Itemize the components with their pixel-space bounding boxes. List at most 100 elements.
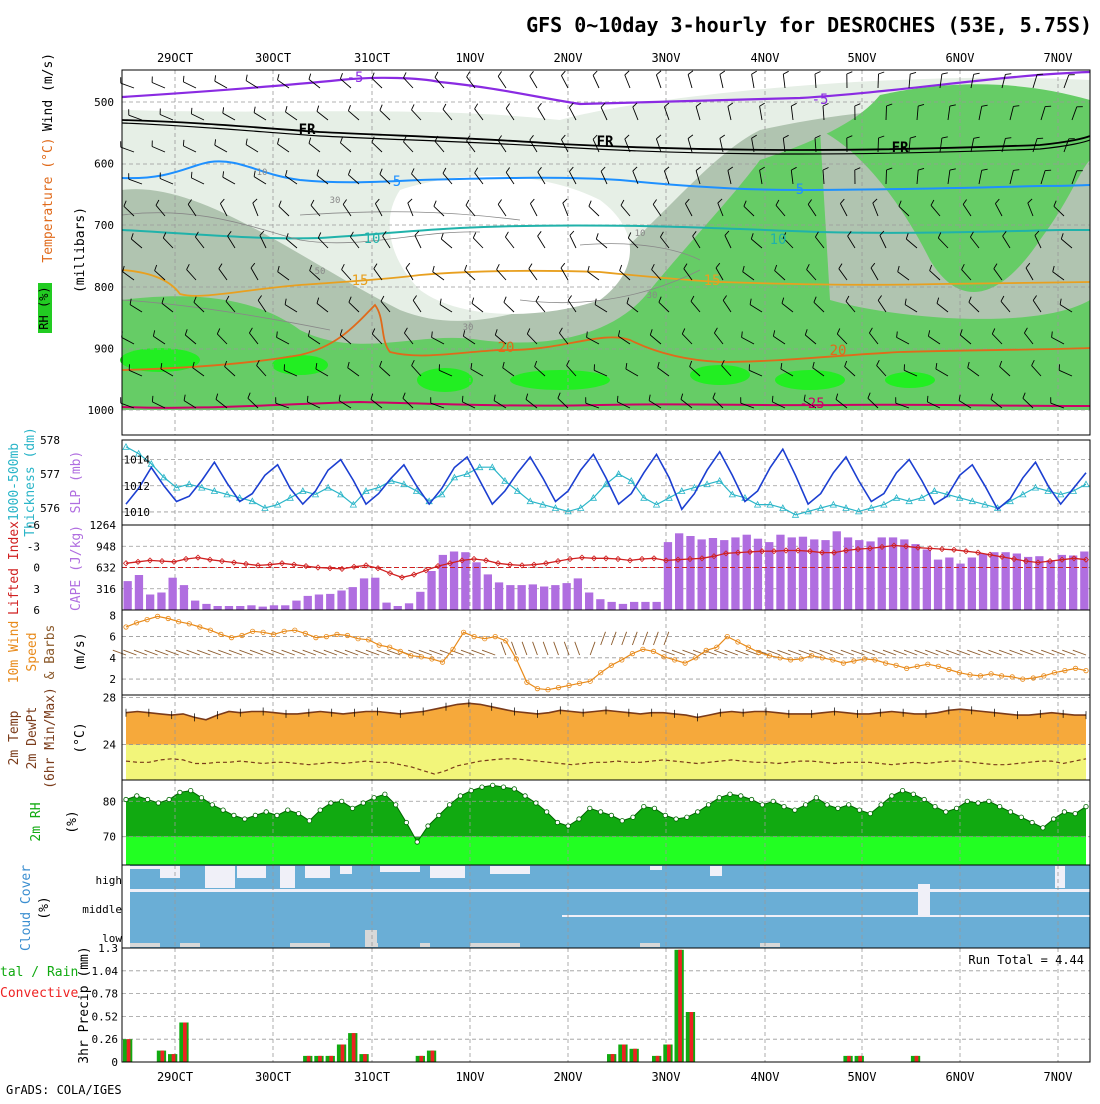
- thickness-axis-label: 1000-500mb: [7, 443, 22, 521]
- cape-bar: [585, 593, 593, 611]
- wind-tick-label: 6: [109, 631, 116, 644]
- rh-point: [437, 813, 441, 817]
- wind-axis-label: Speed: [25, 632, 40, 671]
- pressure-tick-label: 1000: [88, 404, 115, 417]
- rh-point: [749, 797, 753, 801]
- rh-point: [598, 810, 602, 814]
- temperature-tick-label: 28: [103, 691, 116, 704]
- rh-point: [825, 803, 829, 807]
- surface-wind-barb: [461, 650, 474, 655]
- top-time-label: 2NOV: [554, 51, 583, 65]
- rh-point: [879, 803, 883, 807]
- footer-credit: GrADS: COLA/IGES: [6, 1083, 122, 1097]
- convective-precip-bar: [307, 1056, 311, 1062]
- contour-label: 10: [770, 232, 787, 248]
- surface-wind-barb: [166, 650, 179, 655]
- cape-bar: [214, 606, 222, 610]
- surface-wind-barb: [366, 650, 379, 655]
- surface-wind-barb: [683, 650, 696, 655]
- surface-wind-barb: [218, 650, 231, 655]
- cape-bar: [608, 602, 616, 610]
- wind-barb-feather: [307, 396, 308, 402]
- cape-bar: [382, 603, 390, 610]
- rh-point: [458, 794, 462, 798]
- wind-tick-label: 2: [109, 673, 116, 686]
- top-time-label: 5NOV: [848, 51, 877, 65]
- cape-bar: [360, 578, 368, 610]
- surface-wind-barb: [482, 650, 495, 655]
- temperature-axis-label: 2m Temp: [7, 710, 22, 765]
- wind-barb: [886, 170, 887, 184]
- top-time-label: 6NOV: [946, 51, 975, 65]
- rh-point: [512, 787, 516, 791]
- pressure-tick-label: 600: [94, 158, 114, 171]
- rh-point: [178, 790, 182, 794]
- cape-bar: [1002, 552, 1010, 610]
- rh-point: [156, 801, 160, 805]
- cape-bar: [1069, 556, 1077, 611]
- cape-bar: [439, 555, 447, 610]
- convective-precip-bar: [127, 1039, 131, 1062]
- surface-wind-barb: [345, 650, 358, 655]
- high-cloud-gap: [380, 866, 420, 872]
- rh-axis-label: 2m RH: [29, 802, 44, 841]
- rh-point: [793, 808, 797, 812]
- surface-wind-barb: [543, 642, 548, 655]
- pressure-tick-label: 800: [94, 281, 114, 294]
- cape-bar: [900, 539, 908, 610]
- rh-tick-label: 70: [103, 831, 116, 844]
- panel-frame: [122, 948, 1090, 1062]
- rh-point: [1019, 815, 1023, 819]
- surface-wind-barb: [533, 642, 538, 655]
- high-cloud-gap: [205, 866, 235, 888]
- wind-barb-feather: [152, 396, 153, 402]
- surface-wind-barb: [429, 650, 442, 655]
- rh-point: [760, 803, 764, 807]
- cape-bar: [146, 595, 154, 611]
- rh-point: [372, 796, 376, 800]
- rh-point: [868, 811, 872, 815]
- surface-wind-barb: [611, 632, 616, 645]
- rh-point: [900, 788, 904, 792]
- cape-bar: [506, 585, 514, 610]
- li-tick-label: -3: [27, 540, 40, 553]
- cape-bar: [349, 587, 357, 610]
- cape-bar: [394, 606, 402, 610]
- rh-point: [782, 804, 786, 808]
- surface-wind-barb: [292, 650, 305, 655]
- thickness-tick-label: 577: [40, 468, 60, 481]
- cape-bar: [518, 585, 526, 610]
- high-cloud-gap: [490, 866, 530, 874]
- rh-point: [944, 810, 948, 814]
- cape-bar: [450, 552, 458, 611]
- high-cloud-gap: [130, 866, 160, 869]
- rh-point: [545, 810, 549, 814]
- cape-bar: [889, 537, 897, 610]
- bottom-time-label: 6NOV: [946, 1070, 975, 1084]
- rh-point: [210, 803, 214, 807]
- contour-label: -5: [347, 70, 364, 86]
- surface-wind-barb: [925, 650, 938, 655]
- surface-wind-barb: [778, 650, 791, 655]
- cape-bar: [304, 596, 312, 610]
- lifted-index-axis-label: Lifted Index: [7, 521, 22, 615]
- thickness-tick-label: 576: [40, 502, 60, 515]
- rh-point: [739, 794, 743, 798]
- slp-tick-label: 1010: [124, 506, 151, 519]
- rh-point: [1073, 811, 1077, 815]
- rh-point: [987, 799, 991, 803]
- precip-tick-label: 0.26: [92, 1033, 119, 1046]
- chart-title: GFS 0~10day 3-hourly for DESROCHES (53E,…: [526, 13, 1092, 37]
- cape-bar: [675, 533, 683, 610]
- convective-precip-bar: [431, 1051, 435, 1062]
- cape-bar: [653, 602, 661, 610]
- low-cloud-gap: [180, 943, 200, 947]
- cloud-axis-label: Cloud Cover: [19, 865, 34, 951]
- convective-precip-bar: [656, 1056, 660, 1062]
- wind-barb-feather: [191, 172, 192, 178]
- cape-bar: [259, 607, 267, 610]
